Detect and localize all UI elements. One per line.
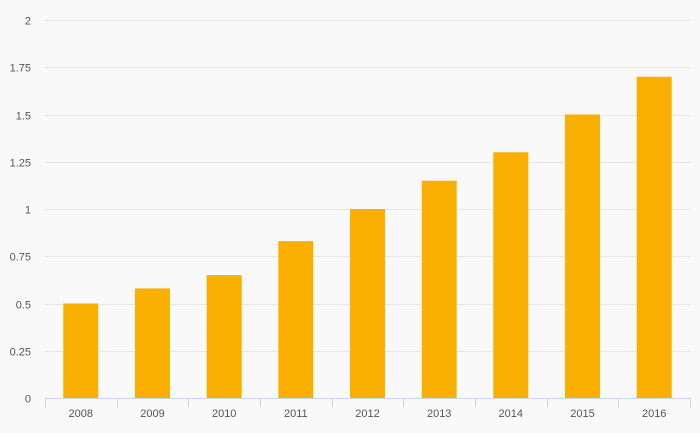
x-tick-label: 2011 <box>284 408 308 420</box>
x-tick-label: 2008 <box>69 408 93 420</box>
bar-2014 <box>493 152 529 398</box>
x-axis <box>45 398 691 407</box>
y-tick-label: 2 <box>25 16 31 28</box>
y-tick-label: 0 <box>25 394 31 406</box>
bar-2011 <box>278 241 314 398</box>
bar-2010 <box>206 275 242 398</box>
x-tick-label: 2016 <box>642 408 666 420</box>
x-tick-label: 2015 <box>570 408 594 420</box>
bar-2015 <box>565 114 600 398</box>
x-tick-label: 2009 <box>140 408 164 420</box>
y-tick-label: 1.5 <box>16 111 31 123</box>
x-tick-label: 2013 <box>427 408 451 420</box>
x-tick-label: 2012 <box>355 408 379 420</box>
y-tick-label: 1.75 <box>10 63 31 75</box>
y-axis-tick-labels: 0 0.25 0.5 0.75 1 1.25 1.5 1.75 2 <box>10 16 31 406</box>
x-tick-label: 2010 <box>212 408 236 420</box>
y-tick-label: 1 <box>25 205 31 217</box>
y-tick-label: 0.5 <box>16 300 31 312</box>
y-tick-label: 0.75 <box>10 252 31 264</box>
bar-2008 <box>63 303 99 398</box>
bar-2013 <box>421 180 457 398</box>
bar-2016 <box>636 76 672 398</box>
bar-2009 <box>135 288 170 398</box>
y-tick-label: 0.25 <box>10 347 31 359</box>
x-tick-label: 2014 <box>499 408 523 420</box>
x-axis-tick-labels: 2008 2009 2010 2011 2012 2013 2014 2015 2016 <box>69 408 667 420</box>
y-tick-label: 1.25 <box>10 158 31 170</box>
bar-2012 <box>350 209 385 398</box>
bars <box>63 76 672 398</box>
